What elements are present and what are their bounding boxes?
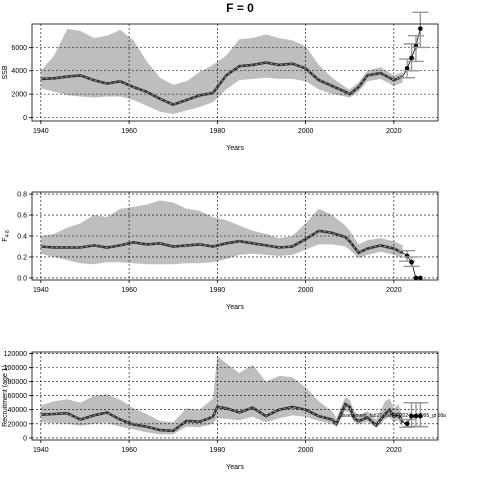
- y-tick-label: 0.2: [17, 254, 27, 261]
- y-tick-label: 0.4: [17, 234, 27, 241]
- x-tick-label: 2000: [298, 287, 314, 294]
- projection-point: [413, 275, 419, 281]
- projection-point: [409, 55, 414, 61]
- y-axis-label: Recruitment (age 1): [2, 365, 9, 427]
- median-line-dots: [40, 62, 403, 106]
- run-annotation: assessment_fab27_oxf18_2024_r18095_gt 58…: [340, 413, 446, 419]
- y-tick-label: 20000: [8, 421, 28, 428]
- projection-point: [404, 66, 410, 71]
- x-tick-label: 2000: [298, 128, 314, 135]
- x-tick-label: 1940: [33, 447, 49, 454]
- confidence-band: [40, 28, 403, 115]
- y-axis-label: F4-8: [2, 230, 11, 242]
- median-line-dots: [40, 230, 403, 254]
- x-tick-label: 2020: [386, 287, 402, 294]
- projection-point: [413, 413, 419, 419]
- y-tick-label: 0: [23, 115, 27, 122]
- chart-panel-3: 1940 1960 1980 2000 2020 0 20000 40000 60000 8000…: [2, 351, 446, 471]
- x-tick-label: 1940: [33, 128, 49, 135]
- y-tick-label: 6000: [11, 45, 27, 52]
- x-tick-label: 2020: [386, 447, 402, 454]
- x-axis-label: Years: [226, 145, 244, 152]
- confidence-band: [40, 356, 403, 435]
- y-axis-label: SSB: [2, 65, 9, 79]
- x-tick-label: 1980: [210, 447, 226, 454]
- y-tick-label: 80000: [8, 379, 28, 386]
- y-tick-label: 100000: [4, 365, 27, 372]
- projection-point: [418, 26, 423, 31]
- x-tick-label: 1960: [121, 287, 137, 294]
- y-tick-label: 4000: [11, 68, 27, 75]
- projection-point: [418, 413, 423, 419]
- x-tick-label: 2000: [298, 447, 314, 454]
- x-tick-label: 1960: [121, 447, 137, 454]
- projection-point: [409, 259, 414, 265]
- projection-point: [418, 275, 423, 281]
- y-tick-label: 0.8: [17, 192, 27, 199]
- y-tick-label: 0: [23, 435, 27, 442]
- plot-frame: [31, 23, 439, 122]
- y-tick-label: 40000: [8, 407, 28, 414]
- y-tick-label: 0.0: [17, 275, 27, 282]
- x-tick-label: 1980: [210, 287, 226, 294]
- projection-point: [409, 413, 414, 419]
- chart-panel-2: 1940 1960 1980 2000 2020 0.0 0.2 0.4 0.6 0.8 Years…: [2, 192, 439, 311]
- x-tick-label: 1960: [121, 128, 137, 135]
- y-tick-label: 60000: [8, 393, 28, 400]
- confidence-band: [40, 200, 403, 265]
- x-tick-label: 1980: [210, 128, 226, 135]
- y-tick-label: 2000: [11, 92, 27, 99]
- y-tick-label: 0.6: [17, 213, 27, 220]
- x-axis-label: Years: [226, 464, 244, 471]
- y-tick-label: 120000: [4, 351, 27, 358]
- chart-panel-1: 1940 1960 1980 2000 2020 0 2000 4000 6000 Years SS…: [2, 11, 439, 152]
- projection-point: [404, 421, 410, 427]
- x-axis-label: Years: [226, 304, 244, 311]
- median-line-dots: [40, 403, 404, 432]
- x-tick-label: 2020: [386, 128, 402, 135]
- figure-title: F = 0: [226, 1, 254, 15]
- x-tick-label: 1940: [33, 287, 49, 294]
